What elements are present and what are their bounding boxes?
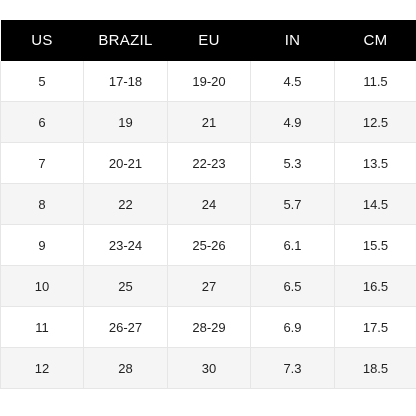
cell-in: 7.3: [250, 347, 335, 389]
cell-eu: 24: [167, 183, 251, 225]
cell-in: 6.5: [250, 265, 335, 307]
cell-cm: 16.5: [334, 265, 416, 307]
cell-cm: 14.5: [334, 183, 416, 225]
table-row: 6 19 21 4.9 12.5: [0, 101, 416, 143]
table-row: 7 20-21 22-23 5.3 13.5: [0, 142, 416, 184]
size-chart-header: US BRAZIL EU IN CM: [0, 20, 416, 61]
cell-us: 8: [0, 183, 84, 225]
cell-in: 6.9: [250, 306, 335, 348]
cell-eu: 28-29: [167, 306, 251, 348]
cell-eu: 25-26: [167, 224, 251, 266]
size-chart-table: US BRAZIL EU IN CM 5 17-18 19-20 4.5 11.…: [0, 20, 416, 389]
cell-in: 4.5: [250, 61, 335, 102]
cell-brazil: 22: [83, 183, 168, 225]
cell-brazil: 19: [83, 101, 168, 143]
table-row: 10 25 27 6.5 16.5: [0, 265, 416, 307]
table-row: 8 22 24 5.7 14.5: [0, 183, 416, 225]
cell-eu: 22-23: [167, 142, 251, 184]
cell-us: 11: [0, 306, 84, 348]
cell-us: 5: [0, 61, 84, 102]
header-us: US: [0, 20, 84, 61]
cell-eu: 19-20: [167, 61, 251, 102]
cell-brazil: 20-21: [83, 142, 168, 184]
header-cm: CM: [334, 20, 416, 61]
table-row: 12 28 30 7.3 18.5: [0, 347, 416, 389]
cell-eu: 27: [167, 265, 251, 307]
size-chart-body: 5 17-18 19-20 4.5 11.5 6 19 21 4.9 12.5 …: [0, 61, 416, 389]
cell-us: 6: [0, 101, 84, 143]
cell-brazil: 25: [83, 265, 168, 307]
cell-brazil: 26-27: [83, 306, 168, 348]
header-row: US BRAZIL EU IN CM: [0, 20, 416, 61]
header-brazil: BRAZIL: [83, 20, 168, 61]
cell-us: 12: [0, 347, 84, 389]
cell-cm: 18.5: [334, 347, 416, 389]
table-row: 11 26-27 28-29 6.9 17.5: [0, 306, 416, 348]
cell-cm: 15.5: [334, 224, 416, 266]
cell-eu: 21: [167, 101, 251, 143]
cell-cm: 11.5: [334, 61, 416, 102]
cell-brazil: 17-18: [83, 61, 168, 102]
header-in: IN: [250, 20, 335, 61]
cell-cm: 13.5: [334, 142, 416, 184]
cell-in: 6.1: [250, 224, 335, 266]
table-row: 5 17-18 19-20 4.5 11.5: [0, 61, 416, 102]
cell-us: 7: [0, 142, 84, 184]
cell-cm: 17.5: [334, 306, 416, 348]
cell-us: 9: [0, 224, 84, 266]
cell-in: 4.9: [250, 101, 335, 143]
cell-eu: 30: [167, 347, 251, 389]
cell-cm: 12.5: [334, 101, 416, 143]
cell-brazil: 23-24: [83, 224, 168, 266]
cell-brazil: 28: [83, 347, 168, 389]
header-eu: EU: [167, 20, 251, 61]
table-row: 9 23-24 25-26 6.1 15.5: [0, 224, 416, 266]
cell-in: 5.3: [250, 142, 335, 184]
cell-in: 5.7: [250, 183, 335, 225]
cell-us: 10: [0, 265, 84, 307]
